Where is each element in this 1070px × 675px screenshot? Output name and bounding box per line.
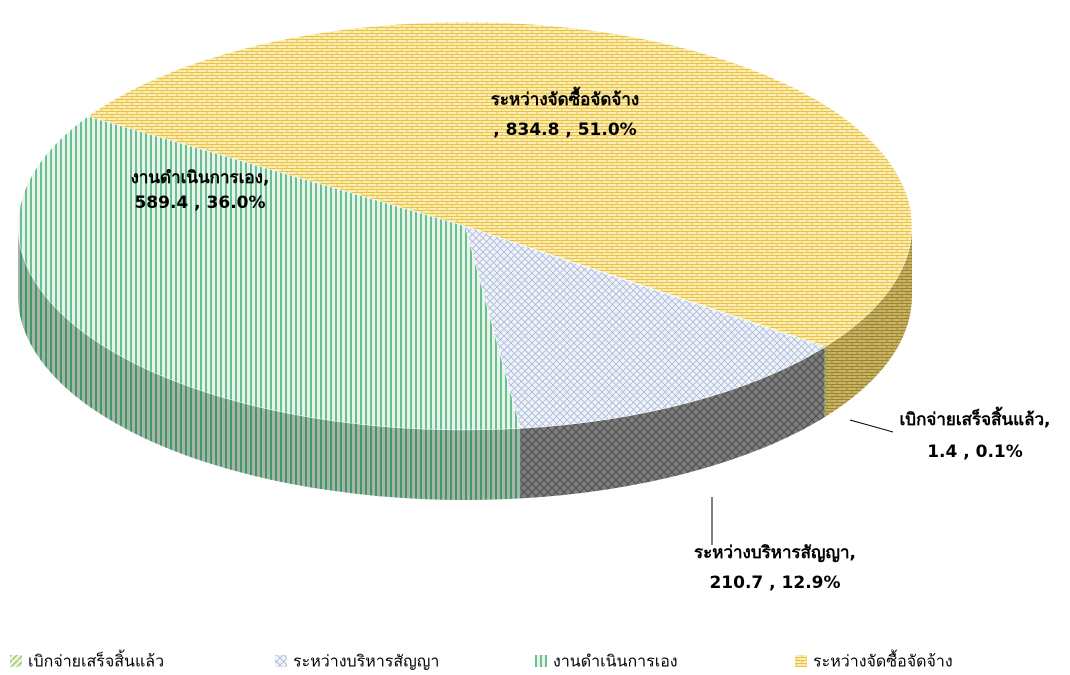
slice [17, 116, 521, 431]
slice-side [825, 226, 912, 417]
data-label-name: ระหว่างจัดซื้อจัดจ้าง [491, 86, 639, 110]
data-label-name: ระหว่างบริหารสัญญา, [694, 543, 856, 563]
legend-label: ระหว่างจัดซื้อจัดจ้าง [813, 650, 953, 671]
legend: เบิกจ่ายเสร็จสิ้นแล้ว ระหว่างบริหารสัญญา ง… [10, 650, 953, 671]
slice-side [824, 346, 826, 418]
leader-line [849, 419, 894, 433]
slice [87, 21, 913, 347]
pie-tops [17, 21, 913, 431]
legend-swatch [275, 655, 287, 667]
slice-side [18, 226, 521, 500]
legend-label: ระหว่างบริหารสัญญา [293, 652, 439, 671]
legend-label: งานดำเนินการเอง [553, 652, 678, 671]
slice [464, 225, 825, 429]
legend-swatch [795, 655, 807, 667]
pie-sides [18, 226, 912, 500]
legend-label: เบิกจ่ายเสร็จสิ้นแล้ว [28, 650, 164, 671]
data-label-name: เบิกจ่ายเสร็จสิ้นแล้ว, [899, 406, 1050, 430]
slice-side [520, 347, 825, 499]
data-labels: เบิกจ่ายเสร็จสิ้นแล้ว, 1.4 , 0.1% ระหว่างบ… [131, 86, 1051, 593]
data-label-value: 210.7 , 12.9% [709, 573, 840, 593]
data-label-name: งานดำเนินการเอง, [131, 168, 270, 188]
data-label-value: , 834.8 , 51.0% [493, 120, 636, 140]
legend-swatch [535, 655, 547, 667]
data-label-value: 1.4 , 0.1% [927, 442, 1023, 462]
data-label-value: 589.4 , 36.0% [134, 193, 265, 213]
legend-swatch [10, 655, 22, 667]
